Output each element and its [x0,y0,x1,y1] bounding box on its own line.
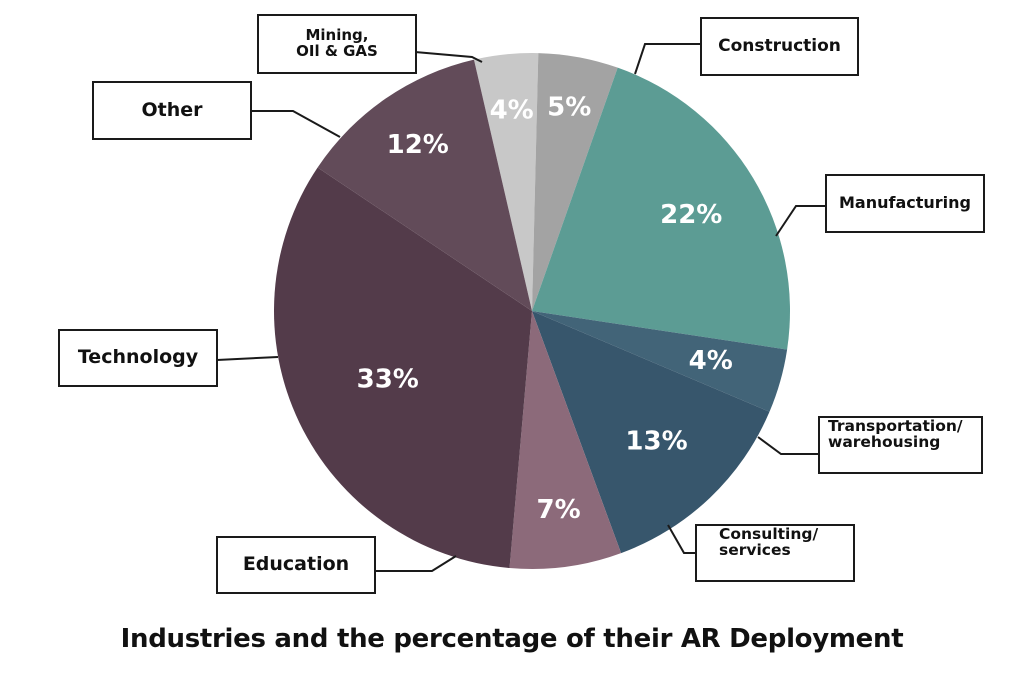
label-technology: Technology [58,329,218,387]
label-mining-line2: OIl & GAS [296,42,378,60]
pie-slice-other [317,59,532,312]
leader-lines [216,43,826,572]
leader-line-technology [216,356,279,361]
label-transportation: Transportation/ warehousing [818,416,983,474]
pie-slice-technology [274,167,532,569]
leader-line-other [251,110,341,138]
leader-line-construction [634,43,700,75]
pct-label-education: 7% [537,495,581,525]
label-transportation-line2: warehousing [828,433,941,452]
label-transportation-line1: Transportation/ [828,417,963,435]
label-mining-line1: Mining, [305,26,369,45]
label-construction-text: Construction [718,35,841,56]
pie-slice-manufacturing [532,67,790,350]
label-consulting-line1: Consulting/ [719,525,819,543]
label-mining-oil-gas: Mining, OIl & GAS [257,14,417,74]
label-other: Other [92,81,252,140]
pie-percent-labels: 4% 5% 22% 4% 13% 7% 33% 12% [357,92,733,524]
pie-slices [274,53,790,570]
pct-label-technology: 33% [357,365,419,395]
leader-line-manufacturing [775,205,826,237]
label-consulting: Consulting/ services [695,524,855,582]
label-technology-text: Technology [77,346,199,369]
pct-label-mining: 4% [490,95,534,125]
pie-slice-construction [532,53,618,311]
label-construction: Construction [700,17,859,76]
pie-slice-education [509,311,622,570]
label-education: Education [216,536,376,594]
pie-slice-consulting [532,311,770,554]
leader-line-transportation [757,436,818,455]
pct-label-manufacturing: 22% [660,200,722,230]
pie-slice-mining [473,53,539,311]
label-manufacturing-text: Manufacturing [839,193,971,213]
chart-title: Industries and the percentage of their A… [120,624,904,654]
pct-label-consulting: 13% [625,426,687,456]
pct-label-other: 12% [387,130,449,160]
pie-slice-transportation [532,311,788,412]
label-consulting-line2: services [719,541,791,560]
label-education-text: Education [242,553,350,576]
leader-line-education [374,555,457,572]
label-other-text: Other [141,98,203,121]
leader-line-mining [414,51,483,63]
pct-label-construction: 5% [547,92,591,122]
pct-label-transportation: 4% [689,346,733,376]
label-manufacturing: Manufacturing [825,174,985,233]
leader-line-consulting [667,524,696,554]
